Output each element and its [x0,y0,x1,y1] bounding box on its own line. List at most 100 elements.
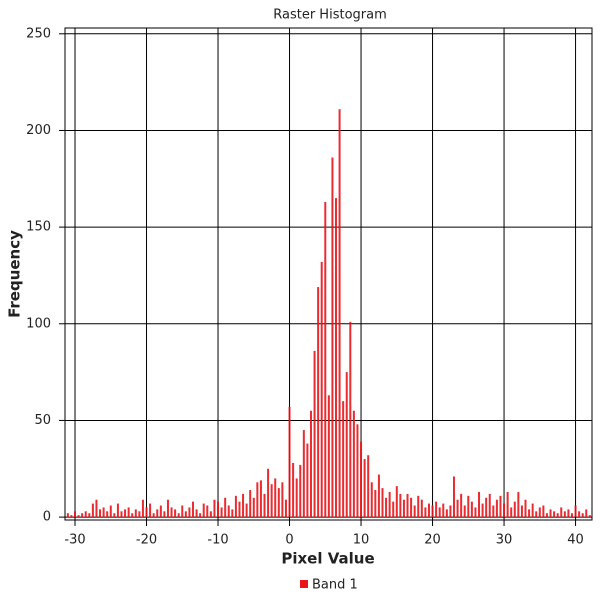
bar [299,464,302,518]
bar [256,482,259,518]
bar [431,505,434,518]
bar [141,499,144,518]
bar [227,505,230,518]
bar [267,468,270,518]
y-tick-label: 150 [26,220,51,235]
bar [563,511,566,518]
bar [70,515,73,518]
bar [184,511,187,518]
bar [277,488,280,518]
bar [295,478,298,518]
bar [292,462,295,518]
bar [553,511,556,518]
x-tick-label: 30 [496,533,513,548]
bar [274,478,277,518]
bar [306,443,309,518]
bar [570,513,573,518]
bar [381,488,384,518]
bar [420,499,423,518]
bar [116,503,119,518]
bar [449,505,452,518]
legend-label: Band 1 [312,578,358,593]
bar [134,509,137,518]
bar [410,497,413,518]
y-tick-label: 200 [26,123,51,138]
bar [327,395,330,518]
bar [438,507,441,518]
y-tick-label: 250 [26,26,51,41]
bar [492,505,495,518]
bar [302,430,305,518]
bar [467,495,470,518]
x-axis-label: Pixel Value [281,550,374,568]
bar [517,491,520,518]
bar [452,476,455,518]
bar [338,109,341,518]
bar [234,495,237,518]
bar [152,513,155,518]
chart-title: Raster Histogram [273,8,387,23]
bar [474,507,477,518]
bar [106,511,109,518]
bar [470,501,473,518]
y-tick-label: 0 [43,510,51,525]
bar [406,493,409,518]
bar [331,157,334,518]
bar [206,505,209,518]
bar [317,287,320,518]
bar [320,261,323,518]
bar [367,455,370,518]
x-tick-label: 40 [567,533,584,548]
bar [342,401,345,518]
bar [159,505,162,518]
bar [88,513,91,518]
bar [224,497,227,518]
bar [560,507,563,518]
bar [249,490,252,518]
bar [567,509,570,518]
bar [538,507,541,518]
bar [402,499,405,518]
bar [335,198,338,518]
bar [149,503,152,518]
bar [259,480,262,518]
bar [238,501,241,518]
bar [231,509,234,518]
bar [388,491,391,518]
bar [131,513,134,518]
bar [417,495,420,518]
legend-swatch [300,580,308,588]
bar [363,459,366,518]
bar [349,321,352,518]
bar [120,511,123,518]
bar [284,499,287,518]
bar [313,350,316,518]
bar [242,493,245,518]
bar [374,490,377,518]
bar [195,509,198,518]
bar [495,499,498,518]
bar [252,497,255,518]
x-tick-label: -10 [207,533,228,548]
bar [395,486,398,518]
y-tick-label: 100 [26,316,51,331]
bar [510,507,513,518]
bar [109,505,112,518]
bar [166,499,169,518]
bar [127,507,130,518]
bar [520,505,523,518]
bar [288,406,291,518]
bar [138,511,141,518]
bar [360,441,363,518]
bar [513,501,516,518]
bar [535,511,538,518]
bar [263,493,266,518]
bar [545,513,548,518]
bar [156,509,159,518]
bar [177,513,180,518]
bar [95,499,98,518]
bar [413,505,416,518]
x-tick-label: -30 [64,533,85,548]
bar [427,503,430,518]
